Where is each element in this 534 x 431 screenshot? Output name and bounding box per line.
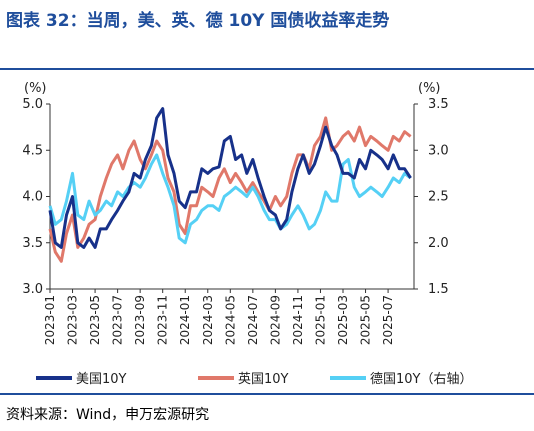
left-tick-label: 4.0 [22,190,43,205]
x-tick-label: 2024-07 [246,295,260,345]
yield-chart: (%) (%) 3.0 3.5 4.0 4.5 5.0 1.5 2.0 2.5 3.0 3.5 2023… [22,81,472,387]
x-tick-label: 2025-01 [313,295,327,345]
chart-title: 图表 32：当周，美、英、德 10Y 国债收益率走势 [6,11,390,31]
x-tick-label: 2024-01 [178,295,192,345]
right-tick-label: 1.5 [428,282,449,297]
right-unit-label: (%) [418,81,441,96]
x-tick-label: 2023-11 [156,295,170,345]
left-tick-label: 5.0 [22,97,43,112]
legend-label-3: 德国10Y（右轴） [370,372,472,387]
x-tick-label: 2025-07 [381,295,395,345]
legend-label-2: 英国10Y [238,372,289,387]
x-tick-label: 2023-03 [66,295,80,345]
right-tick-label: 2.0 [428,236,449,251]
x-tick-label: 2024-09 [268,295,282,345]
footer-divider [0,393,534,395]
right-tick-label: 2.5 [428,190,449,205]
x-tick-label: 2024-03 [201,295,215,345]
x-tick-label: 2023-05 [88,295,102,345]
left-tick-label: 3.5 [22,236,43,251]
title-divider [0,68,534,70]
right-tick-label: 3.5 [428,97,449,112]
x-tick-label: 2024-05 [223,295,237,345]
right-tick-label: 3.0 [428,143,449,158]
x-tick-label: 2025-03 [336,295,350,345]
x-tick-label: 2024-11 [291,295,305,345]
chart-legend: 美国10Y 英国10Y 德国10Y（右轴） [36,372,472,387]
legend-label-1: 美国10Y [76,372,127,387]
x-tick-label: 2023-01 [43,295,57,345]
chart-axes: (%) (%) 3.0 3.5 4.0 4.5 5.0 1.5 2.0 2.5 3.0 3.5 2023… [22,81,448,345]
series-line-1 [48,107,412,249]
x-tick-label: 2023-07 [111,295,125,345]
series-line-3 [48,153,412,245]
source-note: 资料来源：Wind，申万宏源研究 [6,407,210,423]
left-unit-label: (%) [24,81,47,96]
x-tick-label: 2023-09 [133,295,147,345]
left-tick-label: 3.0 [22,282,43,297]
series-line-2 [48,116,412,263]
left-tick-label: 4.5 [22,143,43,158]
x-tick-label: 2025-05 [359,295,373,345]
chart-lines [48,107,412,263]
